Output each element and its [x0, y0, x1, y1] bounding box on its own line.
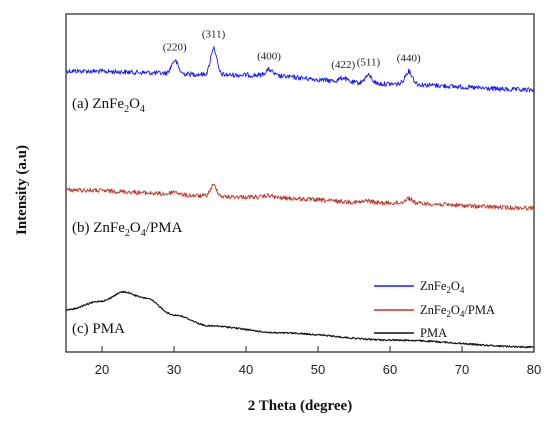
series-line-pma [65, 290, 535, 349]
curve-label-a: (a) ZnFe2O4 [72, 96, 145, 115]
plot-area-frame [65, 13, 535, 353]
y-axis-title: Intensity (a.u) [14, 145, 30, 235]
x-axis-ticks: 20 30 40 50 60 70 80 [95, 346, 541, 377]
series-line-znfe2o4 [65, 46, 535, 93]
peak-label: (511) [357, 56, 381, 68]
peak-label: (440) [397, 52, 421, 64]
peak-label: (311) [202, 29, 226, 41]
curve-label-c: (c) PMA [72, 321, 125, 337]
legend-label-znfe2o4-pma: ZnFe2O4/PMA [420, 303, 495, 319]
x-tick-label: 50 [311, 362, 325, 377]
x-tick-label: 80 [527, 362, 541, 377]
peak-label: (220) [163, 42, 187, 54]
legend-label-znfe2o4: ZnFe2O4 [420, 279, 465, 295]
x-tick-label: 70 [455, 362, 469, 377]
peak-label: (400) [257, 51, 281, 63]
x-tick-label: 20 [95, 362, 109, 377]
curve-label-b: (b) ZnFe2O4/PMA [72, 220, 183, 239]
legend: ZnFe2O4 ZnFe2O4/PMA PMA [374, 279, 495, 340]
legend-label-pma: PMA [420, 326, 447, 340]
peak-labels: (220) (311) (400) (422) (511) (440) [163, 29, 421, 71]
peak-label: (422) [331, 59, 355, 71]
series-line-znfe2o4-pma [65, 183, 535, 211]
series-lines [65, 46, 535, 349]
x-tick-label: 60 [383, 362, 397, 377]
x-axis-title: 2 Theta (degree) [248, 398, 352, 414]
x-tick-label: 30 [167, 362, 181, 377]
x-tick-label: 40 [239, 362, 253, 377]
